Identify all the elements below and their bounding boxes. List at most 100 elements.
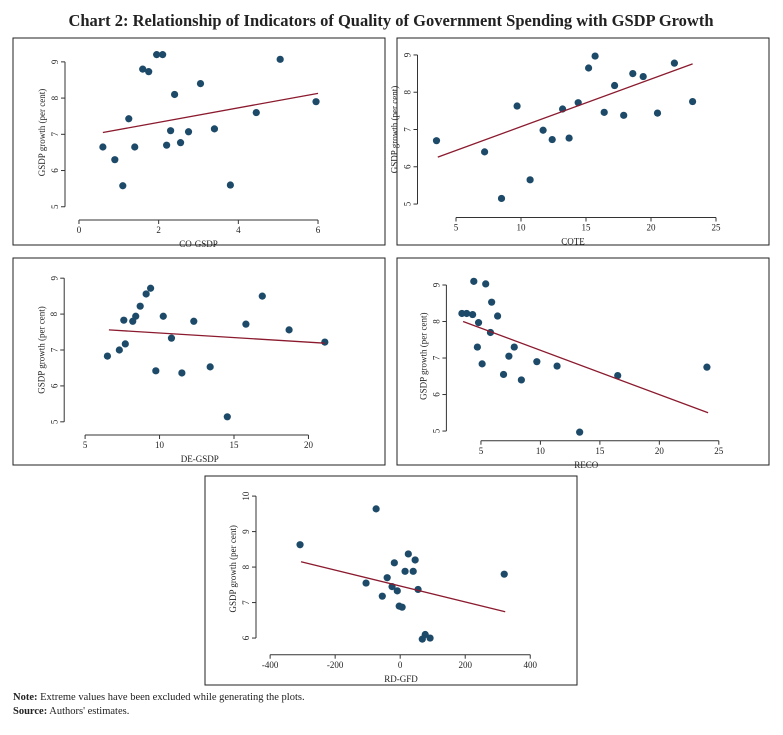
point — [653, 109, 662, 117]
y-tick-label: 5 — [403, 201, 413, 206]
point — [362, 579, 370, 587]
x-tick-label: 10 — [155, 440, 165, 450]
point — [99, 143, 107, 151]
point — [600, 108, 608, 116]
point — [585, 64, 593, 72]
point — [159, 51, 167, 59]
point — [276, 55, 284, 63]
panel-frame — [12, 257, 386, 466]
point — [393, 587, 401, 595]
x-axis-label: RD-GFD — [384, 674, 418, 684]
point — [497, 194, 506, 203]
y-tick-label: 10 — [241, 491, 251, 501]
point — [131, 143, 139, 151]
source: Source: Authors' estimates. — [13, 706, 129, 717]
point — [142, 290, 150, 298]
point — [481, 148, 489, 156]
point — [488, 298, 496, 306]
y-tick-label: 5 — [49, 419, 59, 424]
point — [629, 69, 637, 78]
note: Note: Extreme values have been excluded … — [13, 692, 305, 703]
x-tick-label: 4 — [236, 225, 241, 235]
point — [115, 346, 123, 354]
x-tick-label: 2 — [156, 225, 161, 235]
point — [121, 340, 129, 348]
point — [576, 428, 584, 436]
point — [404, 550, 412, 558]
x-axis-label: COTE — [561, 237, 585, 247]
point — [553, 362, 561, 370]
y-tick-label: 7 — [50, 132, 60, 137]
y-tick-label: 6 — [241, 635, 251, 640]
point — [409, 567, 417, 575]
x-tick-label: 5 — [479, 446, 484, 456]
point — [223, 413, 231, 421]
point — [226, 181, 234, 189]
y-tick-label: 6 — [403, 164, 413, 169]
x-tick-label: 20 — [655, 446, 665, 456]
note-label: Note: — [13, 692, 38, 703]
point — [285, 326, 293, 334]
point — [170, 90, 179, 99]
point — [190, 317, 198, 325]
point — [120, 316, 128, 324]
x-tick-label: 0 — [398, 660, 403, 670]
x-tick-label: 5 — [83, 440, 88, 450]
point — [111, 156, 119, 164]
y-tick-label: 8 — [403, 89, 413, 94]
x-tick-label: 15 — [582, 223, 592, 233]
y-axis-label: GSDP growth (per cent) — [37, 89, 47, 176]
trendline — [102, 92, 319, 134]
point — [517, 376, 525, 384]
point — [505, 352, 513, 360]
point — [611, 81, 619, 90]
point — [145, 68, 153, 76]
x-tick-label: 200 — [458, 660, 472, 670]
x-tick-label: 10 — [536, 446, 546, 456]
point — [178, 369, 186, 377]
y-tick-label: 9 — [50, 59, 60, 64]
point — [167, 334, 176, 342]
point — [147, 284, 155, 292]
trendline — [108, 329, 325, 344]
x-tick-label: 10 — [517, 223, 527, 233]
y-tick-label: 8 — [49, 311, 59, 316]
x-tick-label: 20 — [304, 440, 314, 450]
point — [482, 280, 490, 288]
point — [565, 134, 573, 142]
x-tick-label: 5 — [454, 223, 459, 233]
x-axis-label: CO-GSDP — [179, 239, 218, 249]
point — [132, 312, 140, 320]
y-tick-label: 7 — [241, 600, 251, 605]
y-tick-label: 7 — [49, 347, 59, 352]
point — [119, 182, 127, 190]
point — [591, 52, 599, 60]
y-tick-label: 8 — [431, 319, 441, 324]
point — [153, 51, 161, 59]
x-tick-label: 15 — [595, 446, 605, 456]
point — [510, 343, 518, 351]
point — [184, 128, 193, 136]
y-axis-label: GSDP growth (per cent) — [36, 306, 46, 393]
x-tick-label: 0 — [77, 225, 82, 235]
point — [513, 102, 521, 110]
point — [258, 292, 266, 300]
source-text: Authors' estimates. — [49, 706, 129, 717]
x-tick-label: 15 — [229, 440, 239, 450]
point — [548, 135, 556, 144]
point — [398, 603, 406, 611]
y-tick-label: 6 — [431, 392, 441, 397]
point — [383, 574, 391, 582]
point — [539, 126, 547, 134]
point — [411, 556, 419, 564]
x-tick-label: 20 — [647, 223, 657, 233]
point — [176, 139, 185, 147]
y-tick-label: 5 — [50, 204, 60, 209]
x-tick-label: 6 — [316, 225, 321, 235]
point — [378, 592, 386, 600]
point — [252, 108, 260, 117]
point — [473, 343, 481, 351]
y-tick-label: 5 — [431, 428, 441, 433]
y-tick-label: 9 — [241, 529, 251, 534]
